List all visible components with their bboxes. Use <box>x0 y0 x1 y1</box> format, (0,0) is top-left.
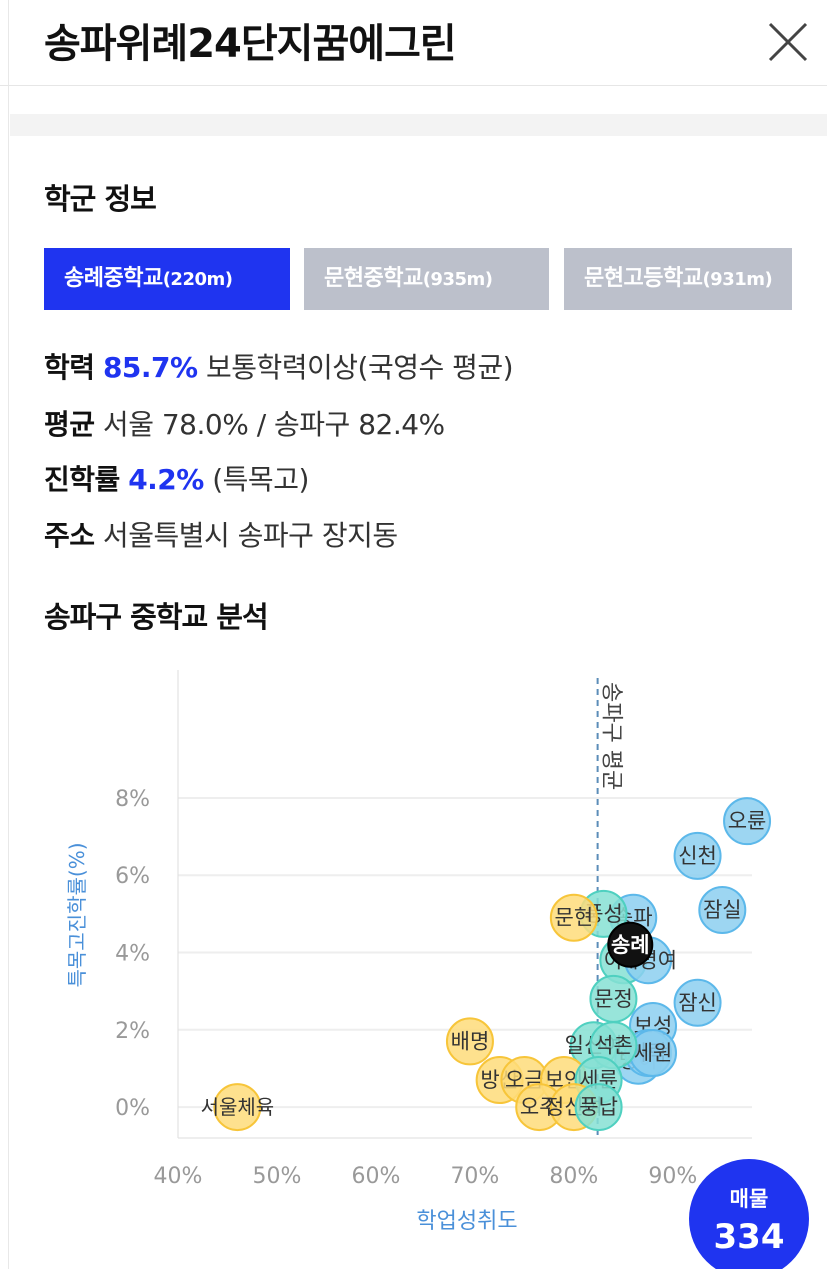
x-tick-label: 70% <box>450 1164 499 1189</box>
school-point <box>698 886 747 935</box>
school-point-label: 문정 <box>594 987 633 1011</box>
y-tick-label: 4% <box>115 942 150 967</box>
tab-school-2[interactable]: 문현중학교(935m) <box>304 248 549 310</box>
y-tick-label: 8% <box>115 787 150 812</box>
address-value: 서울특별시 송파구 장지동 <box>94 519 398 552</box>
school-info-title: 학군 정보 <box>44 182 157 216</box>
school-point <box>673 831 722 880</box>
tab-school-1-distance: (220m) <box>162 269 233 290</box>
highlight-school-point <box>607 921 654 968</box>
x-axis-label: 학업성취도 <box>416 1209 517 1234</box>
highlight-school-label: 송례 <box>611 933 650 957</box>
y-tick-label: 0% <box>115 1096 150 1121</box>
x-tick-label: 90% <box>648 1164 697 1189</box>
panel-header: 송파위례24단지꿈에그린 <box>0 0 827 86</box>
close-icon <box>768 22 808 62</box>
x-tick-label: 40% <box>154 1164 203 1189</box>
school-point <box>673 978 722 1027</box>
listings-button[interactable]: 매물 334 <box>689 1159 809 1269</box>
advancement-label: 진학률 <box>44 463 120 496</box>
average-line: 평균 서울 78.0% / 송파구 82.4% <box>44 405 445 445</box>
analysis-title: 송파구 중학교 분석 <box>44 600 269 634</box>
address-line: 주소 서울특별시 송파구 장지동 <box>44 516 398 556</box>
school-point-label: 문현 <box>555 906 594 930</box>
panel-left-border <box>8 0 9 1269</box>
tab-school-2-name: 문현중학교 <box>324 266 423 291</box>
school-point-label: 풍납 <box>579 1095 618 1119</box>
school-point-label: 석촌 <box>594 1033 633 1057</box>
academic-value: 85.7% <box>102 351 198 384</box>
scatter-chart-svg: 0% 2% 4% 6% 8% 40% 50% 60% 70% 80% 90% 학업성취도 특목고진학률(… <box>65 670 772 1234</box>
y-tick-label: 2% <box>115 1019 150 1044</box>
tab-school-3-distance: (931m) <box>702 269 773 290</box>
advancement-line: 진학률 4.2% (특목고) <box>44 460 309 500</box>
x-tick-label: 60% <box>351 1164 400 1189</box>
school-tabs: 송례중학교(220m) 문현중학교(935m) 문현고등학교(931m) <box>44 248 792 310</box>
listings-label: 매물 <box>729 1187 769 1211</box>
tab-school-3-name: 문현고등학교 <box>584 266 703 291</box>
close-button[interactable] <box>764 18 812 66</box>
tab-school-2-distance: (935m) <box>422 269 493 290</box>
school-point-label: 잠신 <box>678 991 717 1015</box>
average-label: 평균 <box>44 408 95 441</box>
school-point-label: 세원 <box>634 1041 673 1065</box>
school-point <box>213 1083 262 1132</box>
advancement-value: 4.2% <box>128 463 204 496</box>
school-point-label: 배명 <box>451 1029 490 1053</box>
average-reference-label: 송파구 평균 <box>599 682 624 790</box>
listings-count: 334 <box>713 1217 785 1257</box>
school-point <box>574 1083 623 1132</box>
academic-desc: 보통학력이상(국영수 평균) <box>197 351 514 384</box>
y-tick-label: 6% <box>115 864 150 889</box>
advancement-desc: (특목고) <box>203 463 309 496</box>
page-title: 송파위례24단지꿈에그린 <box>44 21 457 67</box>
y-axis-label: 특목고진학률(%) <box>65 842 89 987</box>
academic-line: 학력 85.7% 보통학력이상(국영수 평균) <box>44 348 514 388</box>
x-tick-label: 50% <box>253 1164 302 1189</box>
school-point-label: 오륜 <box>728 809 767 833</box>
school-point-label: 잠실 <box>703 898 742 922</box>
address-label: 주소 <box>44 519 95 552</box>
tab-school-3[interactable]: 문현고등학교(931m) <box>564 248 792 310</box>
school-point-label: 신천 <box>678 844 717 868</box>
school-point <box>723 797 772 846</box>
school-point-label: 서울체육 <box>201 1095 275 1119</box>
tab-school-1[interactable]: 송례중학교(220m) <box>44 248 290 310</box>
school-point <box>445 1017 494 1066</box>
academic-label: 학력 <box>44 351 95 384</box>
average-value: 서울 78.0% / 송파구 82.4% <box>94 408 445 441</box>
school-scatter-chart: 0% 2% 4% 6% 8% 40% 50% 60% 70% 80% 90% 학업성취도 특목고진학률(… <box>0 640 827 1269</box>
tab-school-1-name: 송례중학교 <box>64 266 163 291</box>
school-point <box>549 893 598 942</box>
x-tick-label: 80% <box>549 1164 598 1189</box>
section-divider <box>10 114 827 136</box>
